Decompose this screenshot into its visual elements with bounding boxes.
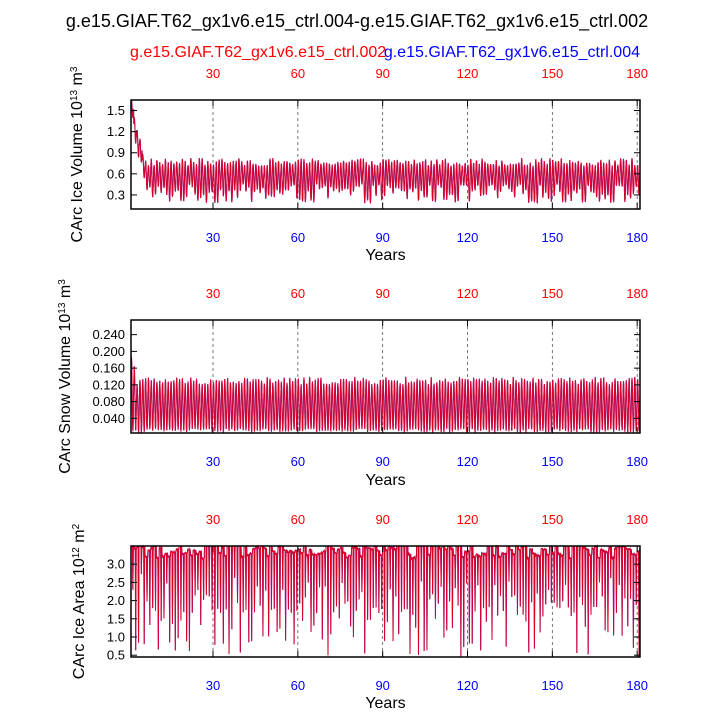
x-tick-label-bottom: 30 [206,678,220,693]
x-tick-label-bottom: 60 [291,678,305,693]
y-axis-label: CArc Snow Volume 1013 m3 [57,279,75,474]
x-tick-label-top: 60 [291,286,305,301]
y-tick-label: 0.240 [92,327,125,342]
y-tick-label: 1.5 [107,103,125,118]
x-tick-label-bottom: 30 [206,454,220,469]
x-tick-label-bottom: 150 [541,678,563,693]
x-axis-label: Years [365,247,405,264]
y-axis-label: CArc Ice Area 1012 m2 [71,523,89,679]
y-tick-label: 1.0 [107,629,125,644]
series-line-2 [130,100,641,204]
y-tick-label: 1.2 [107,124,125,139]
x-tick-label-top: 30 [206,66,220,81]
y-tick-label: 0.5 [107,648,125,663]
x-tick-label-bottom: 180 [626,454,648,469]
x-tick-label-bottom: 180 [626,230,648,245]
x-tick-label-top: 150 [541,512,563,527]
x-tick-label-top: 150 [541,66,563,81]
plot-frame [130,99,641,210]
x-tick-label-top: 180 [626,286,648,301]
series-line-2 [131,544,641,657]
x-tick-label-bottom: 180 [626,678,648,693]
x-tick-label-top: 120 [457,66,479,81]
x-tick-label-top: 60 [291,66,305,81]
y-tick-label: 0.080 [92,394,125,409]
legend-left-label: g.e15.GIAF.T62_gx1v6.e15_ctrl.002 [130,44,386,61]
y-tick-label: 0.160 [92,361,125,376]
x-tick-label-bottom: 90 [375,230,389,245]
x-tick-label-top: 90 [375,66,389,81]
legend-right-label: g.e15.GIAF.T62_gx1v6.e15_ctrl.004 [384,44,640,61]
y-tick-label: 3.0 [107,557,125,572]
x-tick-label-bottom: 120 [457,678,479,693]
x-tick-label-bottom: 60 [291,230,305,245]
x-tick-label-top: 120 [457,286,479,301]
plot-frame [130,319,641,434]
y-tick-label: 0.3 [107,187,125,202]
y-tick-label: 0.9 [107,145,125,160]
x-axis-label: Years [365,472,405,489]
chart-panel-3: 0.5 1.0 1.5 2.0 2.5 3.0 30 30 60 60 90 90 120 120 150 1… [71,512,649,712]
x-tick-label-bottom: 120 [457,230,479,245]
x-tick-label-bottom: 150 [541,230,563,245]
chart-panel-1: 0.3 0.6 0.9 1.2 1.5 30 30 60 60 90 90 120 120 150 150 1… [69,66,649,264]
x-axis-label: Years [365,695,405,712]
x-tick-label-top: 180 [626,66,648,81]
x-tick-label-bottom: 90 [375,454,389,469]
y-tick-label: 2.5 [107,575,125,590]
plot-frame [130,545,641,658]
figure-title: g.e15.GIAF.T62_gx1v6.e15_ctrl.004-g.e15.… [66,11,648,32]
y-tick-label: 0.040 [92,411,125,426]
x-tick-label-top: 60 [291,512,305,527]
y-tick-label: 2.0 [107,593,125,608]
x-tick-label-top: 120 [457,512,479,527]
x-tick-label-bottom: 30 [206,230,220,245]
x-tick-label-top: 180 [626,512,648,527]
panels: 0.3 0.6 0.9 1.2 1.5 30 30 60 60 90 90 120 120 150 150 1… [57,66,649,712]
y-tick-label: 0.120 [92,377,125,392]
x-tick-label-top: 90 [375,512,389,527]
x-tick-label-top: 30 [206,512,220,527]
y-tick-label: 0.200 [92,344,125,359]
x-tick-label-bottom: 90 [375,678,389,693]
x-tick-label-bottom: 60 [291,454,305,469]
y-tick-label: 0.6 [107,166,125,181]
x-tick-label-top: 150 [541,286,563,301]
x-tick-label-top: 90 [375,286,389,301]
x-tick-label-bottom: 150 [541,454,563,469]
x-tick-label-top: 30 [206,286,220,301]
y-tick-label: 1.5 [107,611,125,626]
series-line-2 [130,357,641,433]
x-tick-label-bottom: 120 [457,454,479,469]
y-axis-label: CArc Ice Volume 1013 m3 [69,66,87,242]
series-line-1 [131,544,641,657]
